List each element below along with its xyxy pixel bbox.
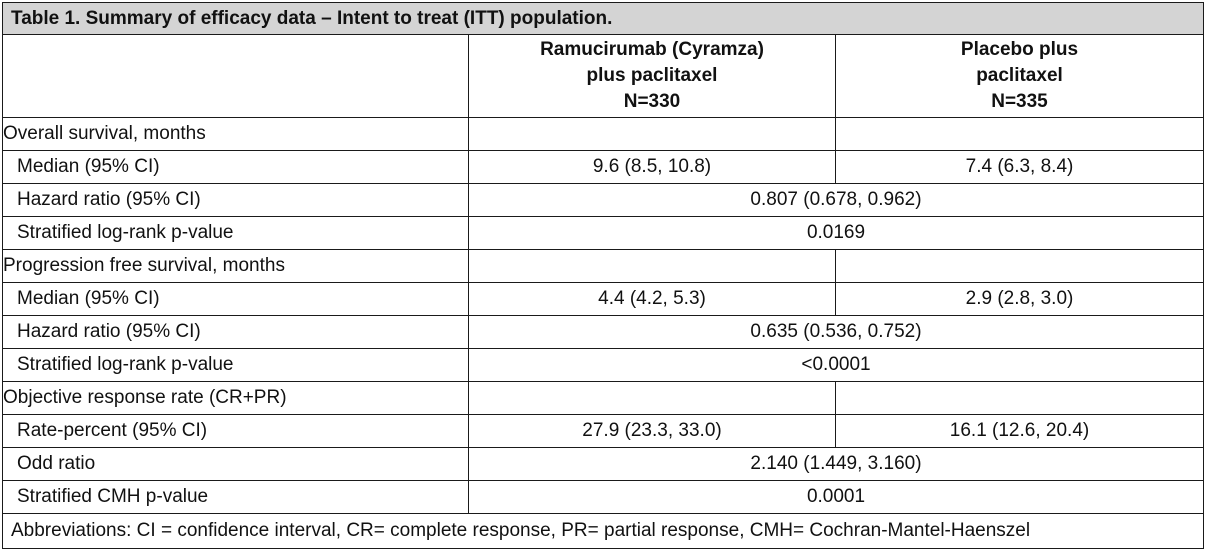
row-label: Median (95% CI): [2, 150, 469, 184]
merged-cell: 0.0001: [468, 480, 1204, 514]
merged-cell: 0.635 (0.536, 0.752): [468, 315, 1204, 349]
header-blank-cell: [2, 34, 469, 118]
row-label: Rate-percent (95% CI): [2, 414, 469, 448]
table-cell: 16.1 (12.6, 20.4): [835, 414, 1204, 448]
column-header-line: Placebo plus: [960, 39, 1079, 60]
table-row: Median (95% CI) 9.6 (8.5, 10.8) 7.4 (6.3…: [2, 150, 1204, 184]
column-header-line: paclitaxel: [976, 65, 1063, 86]
table-row: Stratified log-rank p-value 0.0169: [2, 216, 1204, 250]
row-label: Progression free survival, months: [2, 249, 469, 283]
table-row: Odd ratio 2.140 (1.449, 3.160): [2, 447, 1204, 481]
row-label: Overall survival, months: [2, 117, 469, 151]
table-row: Hazard ratio (95% CI) 0.635 (0.536, 0.75…: [2, 315, 1204, 349]
merged-cell: 0.807 (0.678, 0.962): [468, 183, 1204, 217]
row-label: Stratified log-rank p-value: [2, 348, 469, 382]
row-label: Hazard ratio (95% CI): [2, 315, 469, 349]
row-label: Stratified log-rank p-value: [2, 216, 469, 250]
table-row: Median (95% CI) 4.4 (4.2, 5.3) 2.9 (2.8,…: [2, 282, 1204, 316]
table-row: Stratified log-rank p-value <0.0001: [2, 348, 1204, 382]
column-header-placebo: Placebo plus paclitaxel N=335: [835, 34, 1204, 118]
abbreviations-footnote: Abbreviations: CI = confidence interval,…: [2, 513, 1204, 549]
row-label: Odd ratio: [2, 447, 469, 481]
row-label: Median (95% CI): [2, 282, 469, 316]
table-cell: [835, 381, 1204, 415]
merged-cell: 2.140 (1.449, 3.160): [468, 447, 1204, 481]
table-row: Rate-percent (95% CI) 27.9 (23.3, 33.0) …: [2, 414, 1204, 448]
table-cell: 9.6 (8.5, 10.8): [468, 150, 836, 184]
row-label: Stratified CMH p-value: [2, 480, 469, 514]
table-row: Overall survival, months: [2, 117, 1204, 151]
table-cell: 2.9 (2.8, 3.0): [835, 282, 1204, 316]
merged-cell: <0.0001: [468, 348, 1204, 382]
table-row: Progression free survival, months: [2, 249, 1204, 283]
table-cell: 4.4 (4.2, 5.3): [468, 282, 836, 316]
table-title-row: Table 1. Summary of efficacy data – Inte…: [2, 2, 1204, 35]
table-cell: [835, 117, 1204, 151]
table-header-row: Ramucirumab (Cyramza) plus paclitaxel N=…: [2, 34, 1204, 118]
table-cell: 27.9 (23.3, 33.0): [468, 414, 836, 448]
table-row: Stratified CMH p-value 0.0001: [2, 480, 1204, 514]
column-header-ramucirumab: Ramucirumab (Cyramza) plus paclitaxel N=…: [468, 34, 836, 118]
table-row: Objective response rate (CR+PR): [2, 381, 1204, 415]
row-label: Hazard ratio (95% CI): [2, 183, 469, 217]
column-header-line: Ramucirumab (Cyramza): [540, 39, 764, 60]
column-header-line: plus paclitaxel: [586, 65, 718, 86]
table-row: Hazard ratio (95% CI) 0.807 (0.678, 0.96…: [2, 183, 1204, 217]
merged-cell: 0.0169: [468, 216, 1204, 250]
row-label: Objective response rate (CR+PR): [2, 381, 469, 415]
column-header-line: N=335: [991, 91, 1048, 112]
table-footer-row: Abbreviations: CI = confidence interval,…: [2, 513, 1204, 549]
table-cell: [468, 249, 836, 283]
table-cell: 7.4 (6.3, 8.4): [835, 150, 1204, 184]
table-title: Table 1. Summary of efficacy data – Inte…: [2, 2, 1204, 35]
table-cell: [468, 381, 836, 415]
column-header-line: N=330: [623, 91, 681, 112]
table-cell: [468, 117, 836, 151]
table-cell: [835, 249, 1204, 283]
